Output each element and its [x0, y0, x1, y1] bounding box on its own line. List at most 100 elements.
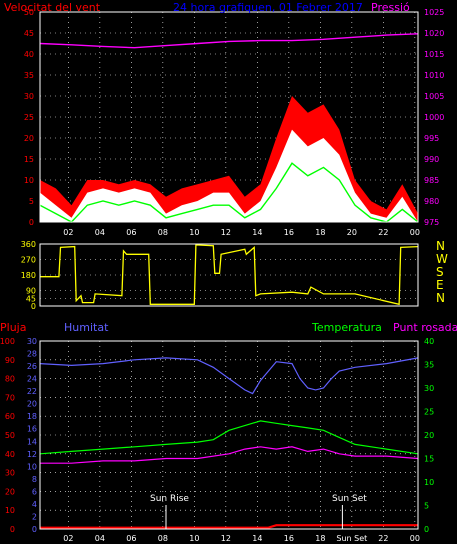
rain-axis-tick-50: 50: [5, 431, 15, 440]
panel1-x-tick-4: 10: [189, 228, 199, 237]
wind-speed-axis-tick-40: 40: [24, 50, 34, 59]
humidity-axis-tick-14: 14: [27, 437, 37, 446]
wind-speed-axis-tick-0: 0: [29, 218, 34, 227]
dew-point-label: Punt rosada: [393, 321, 457, 334]
panel1-x-tick-1: 04: [95, 228, 105, 237]
panel3-frame: [39, 340, 419, 530]
temperature-axis-tick-20: 20: [424, 431, 434, 440]
wind-speed-axis-tick-10: 10: [24, 176, 34, 185]
humidity-axis-tick-4: 4: [32, 500, 37, 509]
wind-direction-axis-tick-270: 270: [21, 256, 36, 265]
rain-label: Pluja: [0, 321, 27, 334]
pressure-axis-tick-1015: 1015: [424, 50, 444, 59]
humidity-axis-tick-8: 8: [32, 475, 37, 484]
rain-axis-tick-40: 40: [5, 450, 15, 459]
humidity-axis-tick-10: 10: [27, 462, 37, 471]
rain-axis-tick-0: 0: [10, 525, 15, 534]
humidity-axis-tick-2: 2: [32, 512, 37, 521]
wind-direction-axis-tick-0: 0: [31, 302, 36, 311]
pressure-axis-tick-985: 985: [424, 176, 439, 185]
dir-label-n-bottom: N: [436, 291, 445, 305]
panel3-x-tick-3: 08: [158, 534, 168, 543]
panel1-x-tick-9: 20: [347, 228, 357, 237]
temperature-axis-tick-35: 35: [424, 361, 434, 370]
pressure-axis-tick-995: 995: [424, 134, 439, 143]
wind-speed-axis-tick-30: 30: [24, 92, 34, 101]
wind-speed-axis-tick-50: 50: [24, 8, 34, 17]
humidity-axis-tick-0: 0: [32, 525, 37, 534]
dir-label-s: S: [436, 265, 444, 279]
temperature-axis-tick-10: 10: [424, 478, 434, 487]
wind-direction-axis-tick-180: 180: [21, 271, 36, 280]
panel1-x-tick-8: 18: [315, 228, 325, 237]
pressure-label: Pressió: [371, 1, 410, 14]
temperature-line: [39, 420, 419, 455]
pressure-axis-tick-1020: 1020: [424, 29, 444, 38]
wind-speed-pressure-panel: 0510152025303540455097598098599099510001…: [24, 8, 445, 237]
rain-axis-tick-100: 100: [0, 337, 15, 346]
pressure-axis-tick-1025: 1025: [424, 8, 444, 17]
panel3-x-tick-7: 16: [284, 534, 294, 543]
panel1-x-tick-7: 16: [284, 228, 294, 237]
temperature-axis-tick-0: 0: [424, 525, 429, 534]
humidity-axis-tick-30: 30: [27, 337, 37, 346]
humidity-axis-tick-20: 20: [27, 400, 37, 409]
wind-speed-axis-tick-25: 25: [24, 113, 34, 122]
panel1-x-tick-5: 12: [221, 228, 231, 237]
panel1-frame: [39, 11, 419, 223]
wind-direction-axis-tick-360: 360: [21, 240, 36, 249]
rain-axis-tick-30: 30: [5, 469, 15, 478]
panel1-x-tick-11: 00: [410, 228, 420, 237]
wind-speed-label: Velocitat del vent: [4, 1, 101, 14]
wind-speed-axis-tick-35: 35: [24, 71, 34, 80]
wind-direction-axis-tick-90: 90: [26, 287, 36, 296]
pressure-axis-tick-975: 975: [424, 218, 439, 227]
wind-speed-area: [40, 129, 418, 222]
panel1-x-tick-6: 14: [252, 228, 262, 237]
rain-axis-tick-70: 70: [5, 393, 15, 402]
panel3-x-tick-10: 22: [378, 534, 388, 543]
panel3-x-tick-0: 02: [63, 534, 73, 543]
dir-label-w: W: [436, 252, 448, 266]
humidity-axis-tick-12: 12: [27, 450, 37, 459]
rain-axis-tick-80: 80: [5, 375, 15, 384]
humidity-axis-tick-28: 28: [27, 350, 37, 359]
wind-speed-axis-tick-15: 15: [24, 155, 34, 164]
pressure-axis-tick-990: 990: [424, 155, 439, 164]
panel3-x-tick-2: 06: [126, 534, 136, 543]
chart-title: 24 hora grafiquen, 01 Febrer 2017: [173, 1, 363, 14]
pressure-line: [39, 33, 419, 49]
rain-axis-tick-10: 10: [5, 506, 15, 515]
panel3-x-tick-6: 14: [252, 534, 262, 543]
panel3-x-tick-9: Sun Set: [336, 534, 367, 543]
panel1-x-tick-3: 08: [158, 228, 168, 237]
temperature-axis-tick-30: 30: [424, 384, 434, 393]
panel3-x-tick-8: 18: [315, 534, 325, 543]
dir-label-n-top: N: [436, 239, 445, 253]
dew-point-line: [40, 446, 419, 464]
wind-direction-axis-tick-45: 45: [26, 294, 36, 303]
panel2-frame: [39, 243, 419, 307]
humidity-line: [39, 357, 419, 395]
panel3-x-tick-4: 10: [189, 534, 199, 543]
temperature-axis-tick-40: 40: [424, 337, 434, 346]
panel1-x-tick-10: 22: [378, 228, 388, 237]
wind-speed-axis-tick-45: 45: [24, 29, 34, 38]
wind-direction-line: [40, 244, 419, 306]
pressure-axis-tick-1005: 1005: [424, 92, 444, 101]
temperature-axis-tick-5: 5: [424, 502, 429, 511]
rain-axis-tick-20: 20: [5, 487, 15, 496]
temperature-label: Temperatura: [312, 321, 382, 334]
sunrise-annotation: Sun Rise: [150, 494, 189, 504]
humidity-axis-tick-18: 18: [27, 412, 37, 421]
panel1-x-tick-2: 06: [126, 228, 136, 237]
humidity-axis-tick-26: 26: [27, 362, 37, 371]
temperature-axis-tick-15: 15: [424, 455, 434, 464]
wind-average-line: [39, 162, 419, 223]
sunset-annotation: Sun Set: [332, 494, 367, 504]
humidity-label: Humitat: [64, 321, 109, 334]
rain-axis-tick-60: 60: [5, 412, 15, 421]
panel3-x-tick-11: 00: [410, 534, 420, 543]
